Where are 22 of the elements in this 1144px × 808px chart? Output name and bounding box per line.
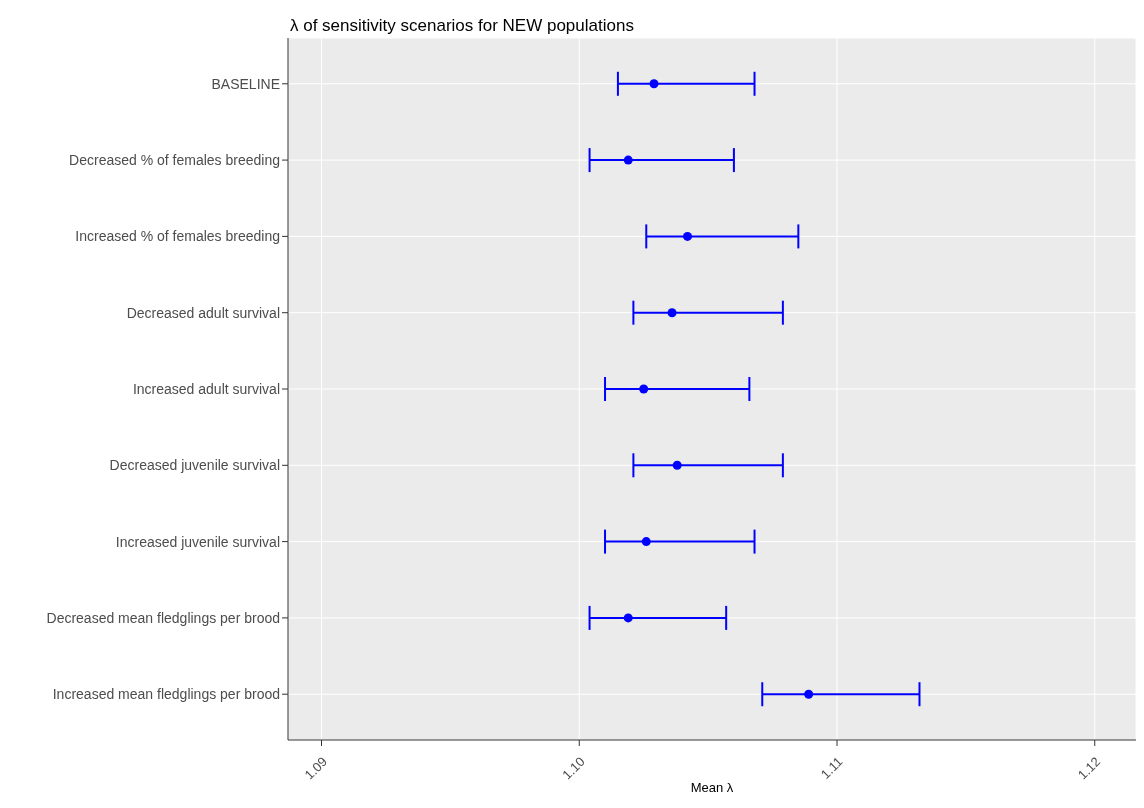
point	[804, 689, 814, 699]
point	[639, 384, 649, 394]
x-tick-label: 1.11	[817, 753, 846, 782]
y-tick-label: Decreased % of females breeding	[69, 152, 280, 169]
x-tick-label: 1.12	[1074, 753, 1104, 783]
y-tick-label: Increased % of females breeding	[75, 228, 280, 245]
point	[623, 613, 633, 623]
y-tick-label: Increased adult survival	[132, 380, 280, 397]
x-axis-title: Mean λ	[690, 780, 734, 795]
y-tick-label: Decreased mean fledglings per brood	[46, 609, 280, 626]
chart-title: λ of sensitivity scenarios for NEW populations	[290, 16, 634, 36]
point	[641, 537, 651, 547]
point	[672, 460, 682, 470]
y-tick-label: Increased juvenile survival	[115, 533, 280, 550]
y-tick-label: Decreased juvenile survival	[109, 457, 280, 474]
y-tick-label: Decreased adult survival	[126, 304, 280, 321]
y-tick-label: Increased mean fledglings per brood	[52, 686, 280, 703]
point	[667, 308, 677, 318]
point	[649, 79, 659, 89]
point	[683, 231, 693, 241]
y-tick-label: BASELINE	[211, 75, 280, 92]
point	[623, 155, 633, 165]
